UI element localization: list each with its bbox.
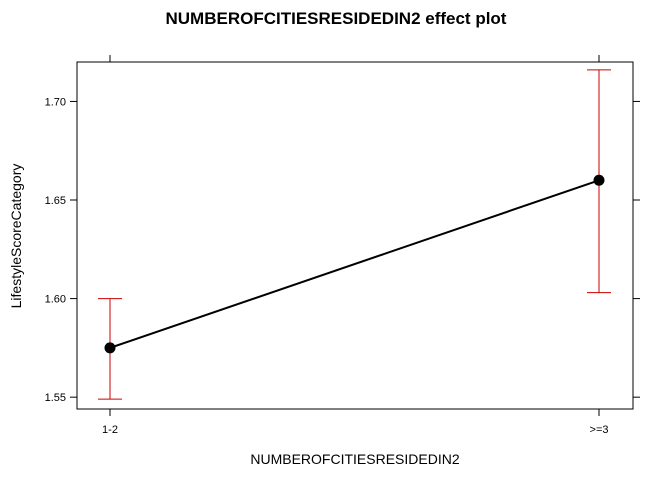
y-tick-label: 1.65 (45, 195, 66, 207)
chart-title: NUMBEROFCITIESRESIDEDIN2 effect plot (166, 9, 507, 28)
y-axis-label: LifestyleScoreCategory (8, 164, 24, 309)
plot-frame (76, 61, 634, 410)
x-axis-label: NUMBEROFCITIESRESIDEDIN2 (250, 451, 459, 467)
confidence-intervals (98, 69, 611, 400)
effect-series (104, 174, 605, 354)
x-tick-label: 1-2 (102, 424, 118, 436)
data-point (593, 174, 605, 186)
y-tick-label: 1.70 (45, 96, 66, 108)
x-tick-label: >=3 (590, 424, 609, 436)
series-line (109, 179, 600, 349)
y-tick-label: 1.60 (45, 294, 66, 306)
y-tick-label: 1.55 (45, 392, 66, 404)
axis-ticks: 1.55 1.60 1.65 1.70 1-2 >=3 (45, 55, 640, 436)
data-point (104, 342, 116, 354)
